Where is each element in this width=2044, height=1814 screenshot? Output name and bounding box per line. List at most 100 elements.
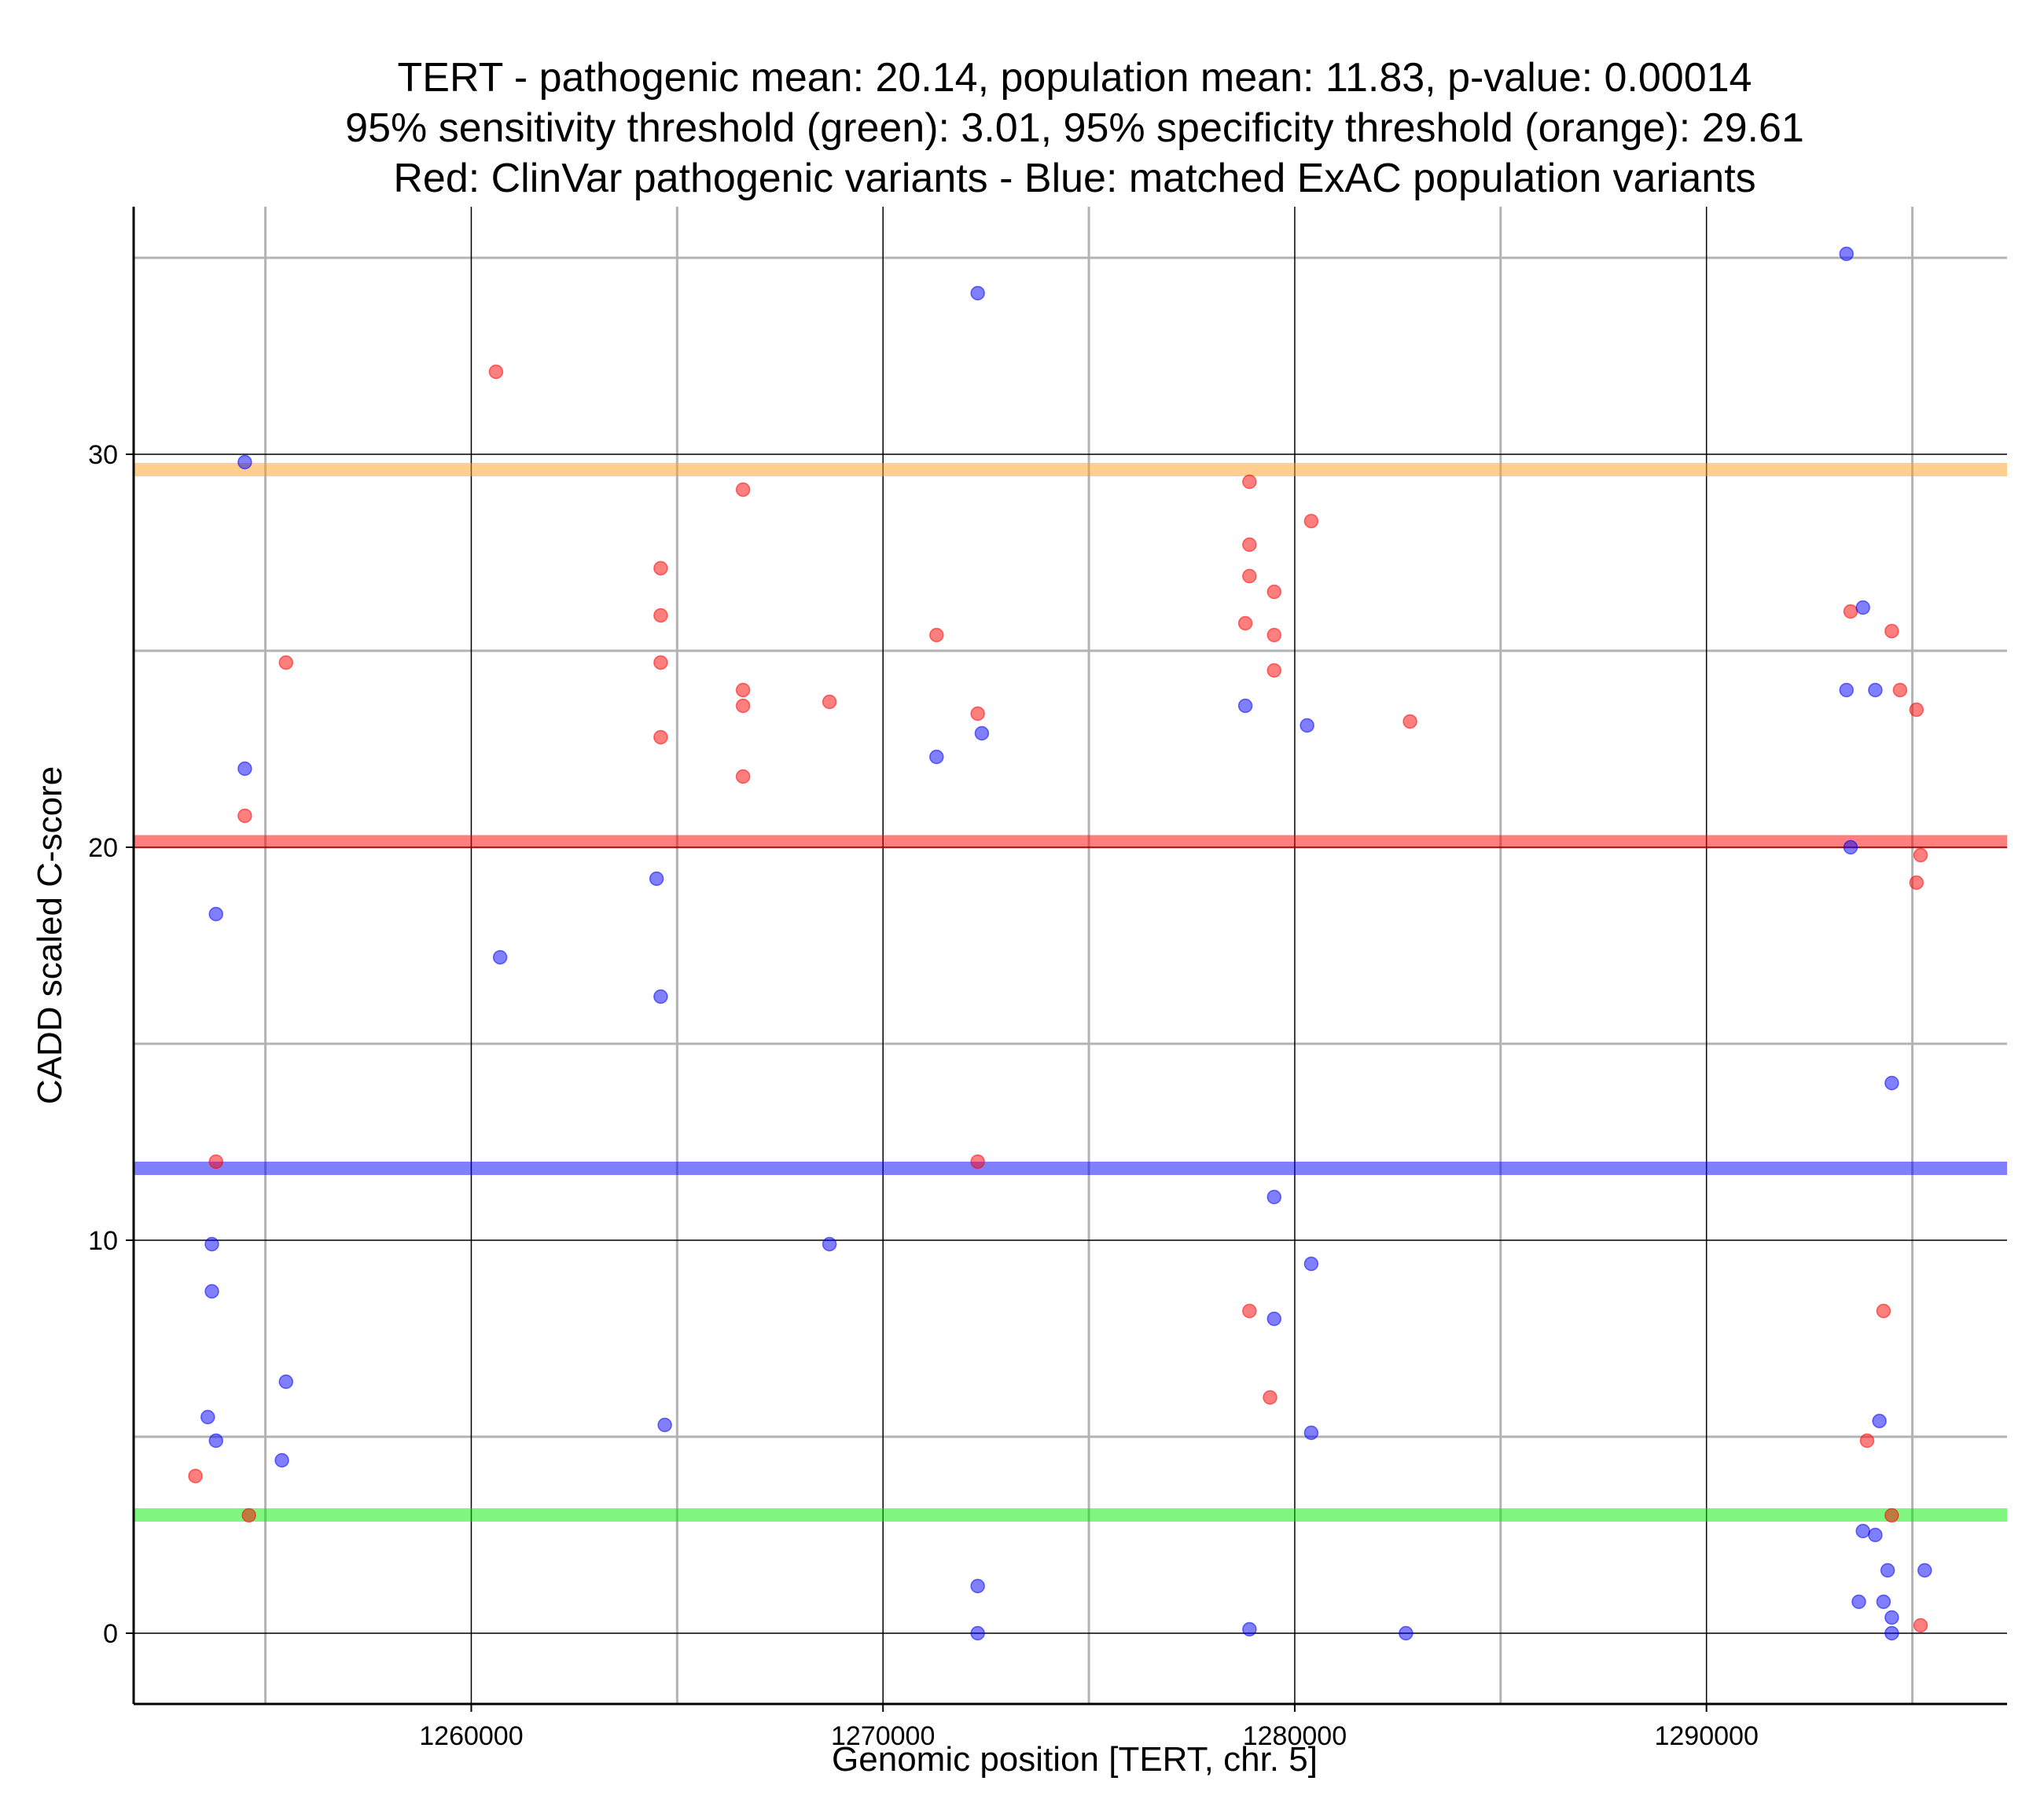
data-point xyxy=(1242,568,1257,584)
data-point xyxy=(1872,1413,1887,1429)
data-point xyxy=(822,694,837,710)
data-point xyxy=(278,1374,294,1390)
data-point xyxy=(241,1507,256,1523)
chart-title-line-3: Red: ClinVar pathogenic variants - Blue:… xyxy=(393,156,1755,201)
y-axis-label: CADD scaled C-score xyxy=(31,766,69,1104)
data-point xyxy=(1266,1311,1281,1327)
data-point xyxy=(1399,1625,1414,1641)
data-point xyxy=(1909,702,1925,718)
data-point xyxy=(822,1236,837,1252)
data-point xyxy=(1242,1621,1257,1637)
data-point xyxy=(208,1154,223,1170)
data-point xyxy=(200,1409,215,1425)
data-point xyxy=(1303,1425,1319,1441)
data-point xyxy=(1266,584,1281,600)
y-tick-label: 0 xyxy=(103,1619,118,1649)
data-point xyxy=(1884,1507,1899,1523)
data-point xyxy=(653,729,668,745)
data-point xyxy=(1913,1618,1928,1633)
data-point xyxy=(970,1578,985,1594)
data-point xyxy=(653,655,668,670)
data-point xyxy=(1884,1610,1899,1625)
data-point xyxy=(653,989,668,1004)
data-point xyxy=(204,1283,219,1299)
x-tick-label: 1290000 xyxy=(1654,1721,1758,1751)
data-point xyxy=(1266,1189,1281,1205)
data-point xyxy=(653,560,668,576)
x-tick-label: 1270000 xyxy=(831,1721,935,1751)
data-point xyxy=(1876,1303,1891,1319)
data-point xyxy=(1884,1625,1899,1641)
x-axis-label: Genomic position [TERT, chr. 5] xyxy=(832,1740,1318,1779)
data-point xyxy=(1892,682,1908,698)
data-point xyxy=(1242,474,1257,490)
data-point xyxy=(1303,513,1319,529)
data-point xyxy=(1884,623,1899,639)
data-point xyxy=(1843,604,1858,619)
data-point xyxy=(1913,847,1928,863)
data-point xyxy=(1855,1523,1870,1539)
data-point xyxy=(1868,682,1883,698)
data-point xyxy=(1880,1562,1895,1578)
data-point xyxy=(488,364,504,380)
data-point xyxy=(1266,663,1281,678)
data-point xyxy=(1909,875,1925,890)
data-point xyxy=(237,761,252,777)
data-point xyxy=(1851,1594,1866,1610)
data-point xyxy=(1266,627,1281,643)
data-point xyxy=(1855,600,1870,615)
data-point xyxy=(1868,1527,1883,1543)
axes xyxy=(132,207,2007,1706)
data-point xyxy=(237,808,252,824)
chart-title-line-1: TERT - pathogenic mean: 20.14, populatio… xyxy=(398,55,1752,101)
data-point xyxy=(1300,718,1314,733)
data-point xyxy=(970,1154,985,1170)
data-points xyxy=(188,246,1932,1641)
data-point xyxy=(970,706,985,722)
data-point xyxy=(1876,1594,1891,1610)
data-point xyxy=(1242,537,1257,553)
data-point xyxy=(1263,1390,1278,1405)
data-point xyxy=(735,698,751,714)
data-point xyxy=(274,1452,289,1468)
x-tick-label: 1260000 xyxy=(419,1721,523,1751)
data-point xyxy=(208,906,223,922)
chart-title-line-2: 95% sensitivity threshold (green): 3.01,… xyxy=(345,105,1804,151)
data-point xyxy=(735,482,751,498)
data-point xyxy=(492,949,508,965)
grid-lines xyxy=(134,207,2007,1704)
data-point xyxy=(1884,1075,1899,1091)
tick-labels: 1260000 1270000 1280000 1290000 0 10 20 30 xyxy=(88,440,1759,1751)
data-point xyxy=(735,682,751,698)
data-point xyxy=(1917,1562,1932,1578)
data-point xyxy=(237,454,252,470)
data-point xyxy=(1237,698,1253,714)
data-point xyxy=(1839,682,1854,698)
data-point xyxy=(653,608,668,623)
threshold-lines xyxy=(134,463,2007,1522)
data-point xyxy=(1839,246,1854,262)
data-point xyxy=(929,627,944,643)
y-tick-label: 20 xyxy=(88,833,118,863)
y-tick-label: 10 xyxy=(88,1226,118,1256)
data-point xyxy=(1843,839,1858,855)
data-point xyxy=(929,749,944,765)
data-point xyxy=(970,1625,985,1641)
data-point xyxy=(1859,1433,1875,1449)
data-point xyxy=(278,655,294,670)
data-point xyxy=(974,725,990,741)
data-point xyxy=(1242,1303,1257,1319)
data-point xyxy=(735,769,751,784)
data-point xyxy=(188,1468,203,1484)
data-point xyxy=(970,285,985,301)
data-point xyxy=(1237,615,1253,631)
data-point xyxy=(657,1417,672,1433)
data-point xyxy=(204,1236,219,1252)
data-point xyxy=(1402,714,1417,729)
data-point xyxy=(1303,1256,1319,1272)
data-point xyxy=(208,1433,223,1449)
x-tick-label: 1280000 xyxy=(1243,1721,1347,1751)
y-tick-label: 30 xyxy=(88,440,118,470)
data-point xyxy=(649,871,664,887)
